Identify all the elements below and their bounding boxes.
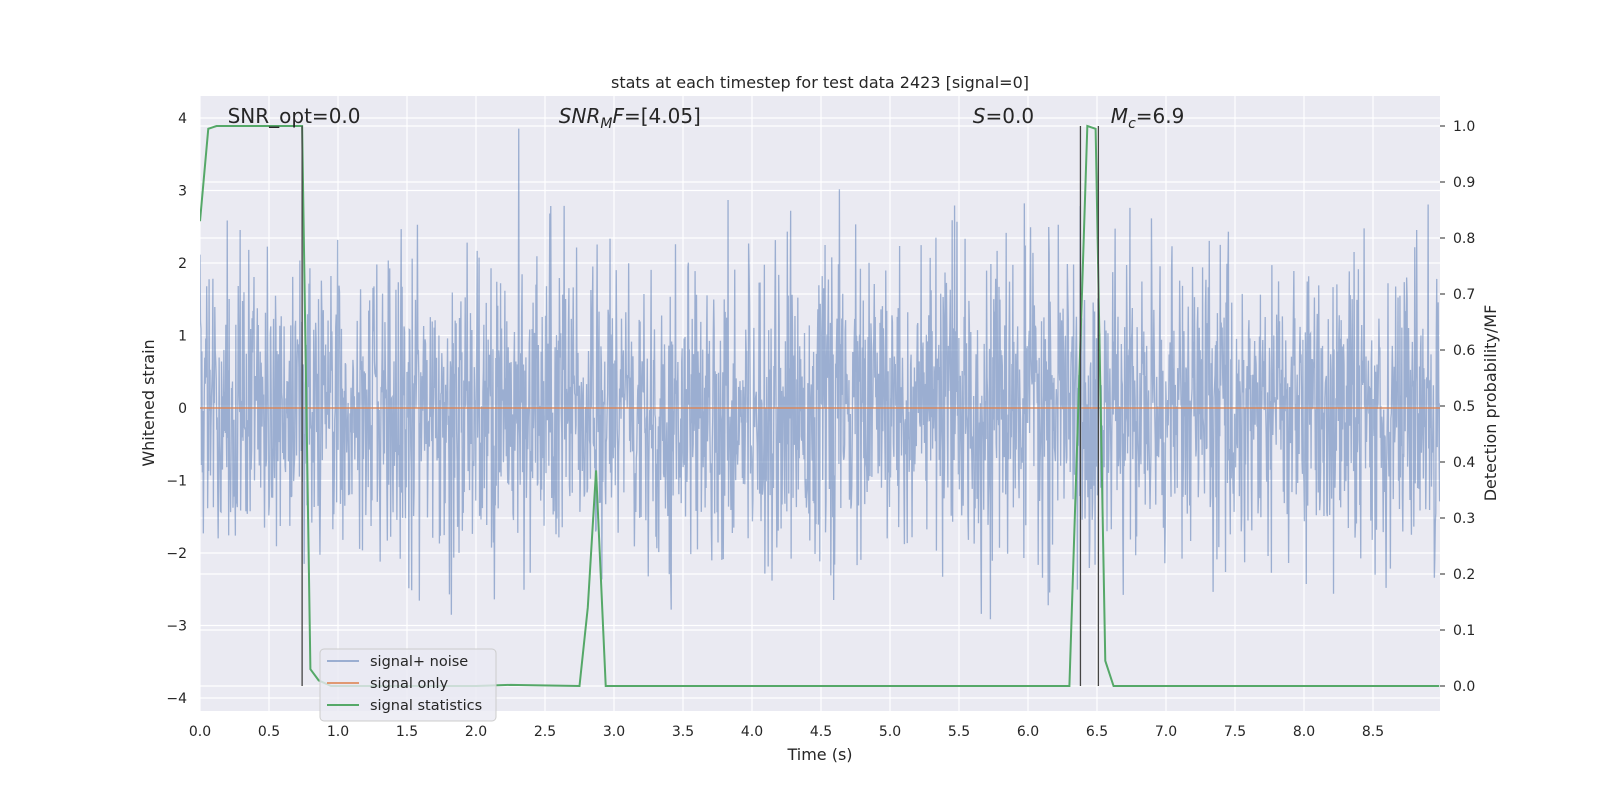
x-tick-label: 0.5: [258, 724, 280, 740]
y-right-tick-label: 0.7: [1453, 287, 1475, 303]
x-tick-label: 6.0: [1017, 724, 1039, 740]
legend-box: [319, 648, 497, 722]
y-left-tick-label: 2: [178, 256, 187, 272]
legend: signal+ noise signal only signal statist…: [319, 648, 497, 722]
y-left-tick-label: 1: [178, 329, 187, 345]
annotation: S=0.0: [973, 104, 1034, 128]
y-axis-label-right: Detection probability/MF: [1481, 305, 1500, 502]
x-tick-label: 5.0: [879, 724, 901, 740]
y-left-tick-label: 4: [178, 111, 187, 127]
y-left-tick-label: −2: [166, 546, 187, 562]
x-tick-label: 4.0: [741, 724, 763, 740]
annotation: SNRMF=[4.05]: [559, 104, 701, 132]
x-tick-label: 0.0: [189, 724, 211, 740]
y-right-tick-label: 0.8: [1453, 231, 1475, 247]
legend-label-signal-only: signal only: [370, 676, 449, 692]
y-axis-label-left: Whitened strain: [139, 339, 158, 466]
series-layer: [200, 124, 1440, 688]
x-tick-label: 8.0: [1293, 724, 1315, 740]
x-tick-label: 7.0: [1155, 724, 1177, 740]
y-right-tick-label: 1.0: [1453, 119, 1475, 135]
x-axis-label: Time (s): [786, 745, 852, 764]
x-tick-label: 7.5: [1224, 724, 1246, 740]
x-tick-label: 5.5: [948, 724, 970, 740]
x-tick-label: 3.0: [603, 724, 625, 740]
vertical-lines: [301, 126, 1100, 686]
x-tick-label: 3.5: [672, 724, 694, 740]
y-right-tick-label: 0.1: [1453, 623, 1475, 639]
annotations: SNR_opt=0.0 SNRMF=[4.05] S=0.0 Mc=6.9: [228, 104, 1185, 132]
legend-label-signal-noise: signal+ noise: [370, 654, 468, 670]
legend-label-signal-statistics: signal statistics: [370, 698, 482, 714]
y-left-tick-label: −3: [166, 619, 187, 635]
y-right-tick-label: 0.2: [1453, 567, 1475, 583]
y-right-tick-label: 0.9: [1453, 175, 1475, 191]
y-right-tick-label: 0.3: [1453, 511, 1475, 527]
y-left-tick-label: 3: [178, 184, 187, 200]
x-tick-label: 1.0: [327, 724, 349, 740]
series-signal-statistics: [200, 124, 1440, 688]
y-left-tick-label: 0: [178, 401, 187, 417]
series-signal-noise: [200, 128, 1440, 620]
annotation: SNR_opt=0.0: [228, 104, 361, 128]
y-left-tick-label: −1: [166, 474, 187, 490]
x-tick-label: 4.5: [810, 724, 832, 740]
y-left-tick-label: −4: [166, 691, 187, 707]
x-tick-label: 6.5: [1086, 724, 1108, 740]
x-tick-label: 8.5: [1362, 724, 1384, 740]
x-tick-label: 2.5: [534, 724, 556, 740]
x-tick-label: 2.0: [465, 724, 487, 740]
ticks: 0.0 0.5 1.0 1.5 2.0 2.5 3.0 3.5 4.0 4.5 5.0 5.5 6.0 6…: [166, 111, 1475, 740]
y-right-tick-label: 0.6: [1453, 343, 1475, 359]
x-tick-label: 1.5: [396, 724, 418, 740]
y-right-tick-label: 0.4: [1453, 455, 1475, 471]
y-right-tick-label: 0.5: [1453, 399, 1475, 415]
chart-title: stats at each timestep for test data 242…: [611, 73, 1029, 92]
y-right-tick-label: 0.0: [1453, 679, 1475, 695]
annotation: Mc=6.9: [1111, 104, 1185, 132]
